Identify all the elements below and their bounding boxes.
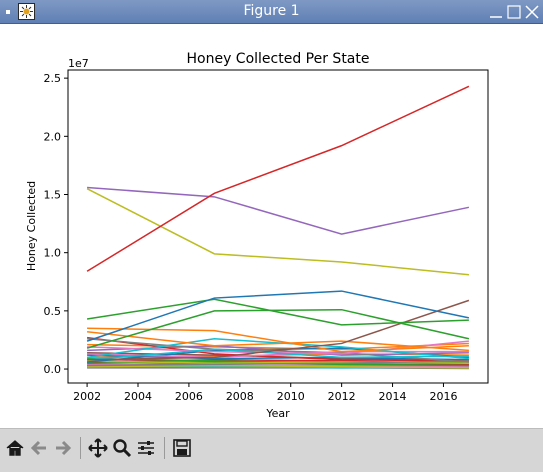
y-tick-label: 1.5	[44, 189, 62, 202]
series-layer	[87, 86, 469, 368]
close-icon[interactable]	[524, 4, 540, 20]
toolbar-separator	[164, 437, 165, 459]
navigation-toolbar	[0, 428, 543, 472]
zoom-icon[interactable]	[111, 436, 133, 460]
x-tick-label: 2012	[328, 390, 356, 403]
configure-subplots-icon[interactable]	[135, 436, 157, 460]
x-tick-label: 2004	[124, 390, 152, 403]
line-chart: Honey Collected Per State 1e7 2002 2004 20…	[1, 25, 542, 428]
toolbar-separator	[80, 437, 81, 459]
chart-title: Honey Collected Per State	[186, 51, 369, 67]
y-tick-label: 0.0	[44, 363, 62, 376]
pan-icon[interactable]	[87, 436, 109, 460]
maximize-icon[interactable]	[506, 4, 522, 20]
save-icon[interactable]	[171, 436, 193, 460]
back-icon[interactable]	[28, 436, 50, 460]
y-axis-label: Honey Collected	[25, 181, 38, 271]
y-tick-label: 2.5	[44, 72, 62, 85]
x-tick-label: 2016	[429, 390, 457, 403]
window-title: Figure 1	[0, 3, 543, 19]
y-tick-label: 1.0	[44, 247, 62, 260]
forward-icon[interactable]	[52, 436, 74, 460]
x-tick-label: 2014	[379, 390, 407, 403]
minimize-icon[interactable]	[488, 4, 504, 20]
window-titlebar: Figure 1	[0, 0, 543, 24]
series-line-red	[87, 86, 469, 271]
home-icon[interactable]	[4, 436, 26, 460]
figure-canvas: Honey Collected Per State 1e7 2002 2004 20…	[1, 25, 542, 428]
series-line-blue	[87, 291, 469, 341]
x-tick-label: 2002	[73, 390, 101, 403]
series-line-purple	[87, 188, 469, 235]
y-offset-text: 1e7	[68, 57, 89, 70]
x-tick-label: 2010	[277, 390, 305, 403]
series-line-olive	[87, 189, 469, 275]
x-axis-label: Year	[265, 407, 290, 420]
y-tick-label: 0.5	[44, 305, 62, 318]
y-tick-label: 2.0	[44, 130, 62, 143]
x-tick-label: 2008	[226, 390, 254, 403]
x-tick-label: 2006	[175, 390, 203, 403]
